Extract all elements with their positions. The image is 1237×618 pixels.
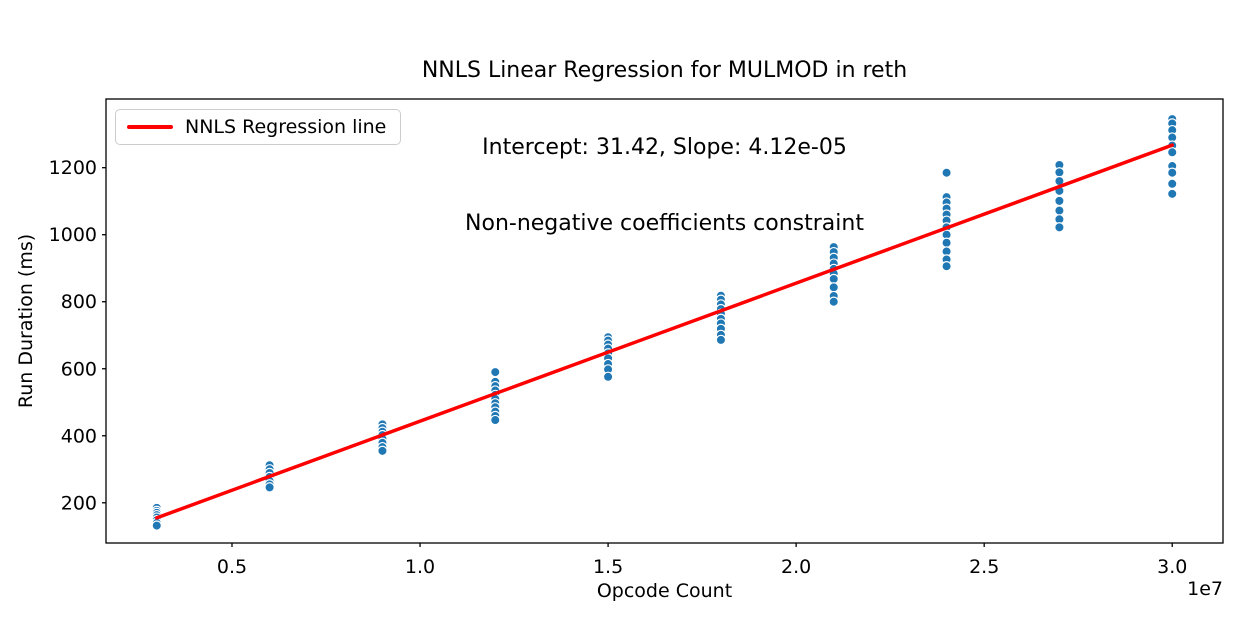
scatter-point	[828, 296, 839, 307]
x-tick-label: 1.5	[593, 556, 623, 578]
legend-label: NNLS Regression line	[185, 116, 387, 138]
scatter-point	[1054, 222, 1065, 233]
x-tick-label: 2.5	[969, 556, 999, 578]
scatter-point	[602, 371, 614, 382]
y-tick-label: 1200	[49, 157, 97, 179]
y-axis-label: Run Duration (ms)	[15, 233, 37, 409]
scatter-point	[1167, 167, 1178, 178]
x-tick-label: 1.0	[405, 556, 435, 578]
legend-box: NNLS Regression line	[115, 109, 402, 145]
chart-title-line3: Non-negative coefficients constraint	[465, 211, 864, 236]
scatter-point	[490, 366, 501, 378]
plot-border	[105, 98, 1224, 544]
scatter-point	[941, 261, 952, 272]
scatter-point	[1167, 147, 1178, 158]
y-tick-label: 400	[61, 425, 97, 447]
scatter-point	[1054, 205, 1065, 216]
x-axis-label: Opcode Count	[596, 580, 733, 602]
chart-title: NNLS Linear Regression for MULMOD in ret…	[106, 7, 1223, 288]
scatter-point	[941, 167, 952, 178]
chart-title-line1: NNLS Linear Regression for MULMOD in ret…	[421, 58, 908, 83]
y-tick-label: 600	[61, 358, 97, 380]
x-tick-label: 3.0	[1157, 556, 1187, 578]
x-axis-offset-label: 1e7	[1187, 578, 1223, 600]
scatter-point	[151, 520, 162, 531]
scatter-point	[941, 237, 952, 248]
legend-line-icon	[127, 125, 173, 129]
chart-title-line2: Intercept: 31.42, Slope: 4.12e-05	[482, 134, 847, 160]
scatter-point	[1054, 195, 1065, 207]
scatter-point	[715, 334, 727, 346]
scatter-point	[1054, 167, 1065, 178]
y-tick-label: 200	[61, 492, 97, 514]
y-tick-label: 800	[61, 291, 97, 313]
scatter-point	[490, 414, 501, 426]
scatter-point	[1167, 178, 1178, 189]
scatter-point	[828, 282, 839, 293]
x-tick-label: 2.0	[781, 556, 811, 578]
regression-line	[155, 143, 1174, 520]
scatter-point	[1167, 188, 1178, 200]
scatter-point	[264, 482, 275, 493]
x-tick-label: 0.5	[217, 556, 247, 578]
scatter-point	[377, 445, 388, 457]
y-tick-label: 1000	[49, 224, 97, 246]
